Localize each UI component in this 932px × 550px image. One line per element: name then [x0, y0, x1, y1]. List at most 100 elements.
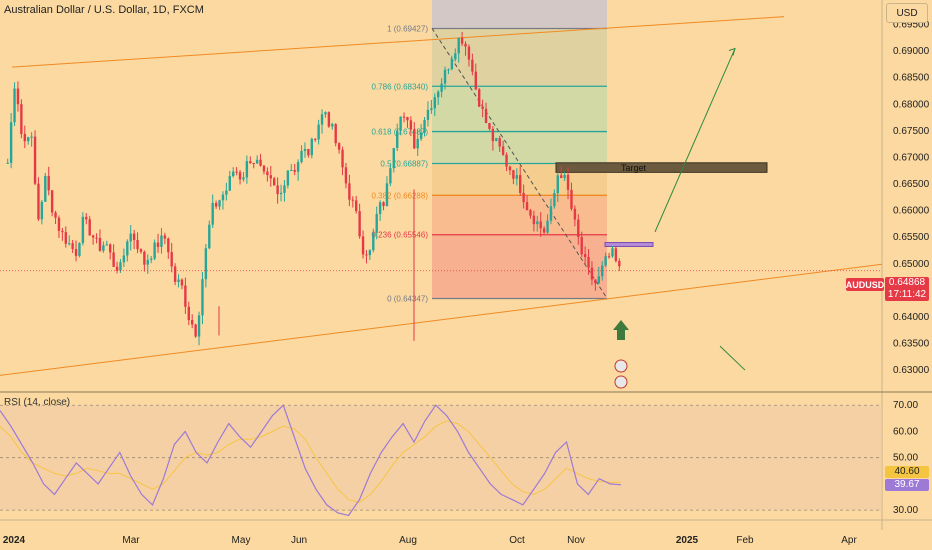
candle-body: [566, 174, 570, 190]
candle-body: [484, 108, 488, 124]
candle-body: [238, 172, 242, 180]
chart-title: Australian Dollar / U.S. Dollar, 1D, FXC…: [4, 4, 204, 16]
candle-body: [293, 169, 296, 172]
rsi-tick: 30.00: [893, 505, 918, 516]
candle-body: [57, 217, 61, 231]
candle-body: [225, 190, 228, 195]
candle-body: [501, 146, 505, 155]
candle-body: [78, 243, 81, 256]
candle-body: [50, 190, 54, 213]
candle-body: [242, 177, 245, 180]
candle-body: [447, 69, 450, 71]
fib-trend-line: [431, 28, 608, 299]
candle-body: [604, 256, 607, 266]
candle-body: [553, 193, 556, 207]
candle-body: [542, 228, 546, 233]
candle-body: [587, 257, 590, 268]
candle-body: [204, 248, 208, 280]
candle-body: [184, 285, 187, 307]
candle-body: [355, 200, 358, 212]
candle-body: [437, 91, 440, 98]
candle-body: [47, 175, 50, 191]
candle-body: [44, 175, 47, 202]
candle-body: [68, 243, 71, 245]
candle-body: [273, 178, 276, 186]
candle-body: [457, 37, 460, 54]
candle-body: [235, 171, 238, 173]
candle-body: [320, 114, 324, 125]
candle-body: [40, 201, 44, 220]
candle-body: [560, 175, 563, 179]
candle-body: [296, 162, 300, 172]
fib-label-0.236: 0.236 (0.65546): [372, 231, 429, 240]
candle-body: [590, 267, 594, 280]
countdown: 17:11:42: [887, 289, 927, 300]
candle-body: [64, 232, 67, 244]
candle-body: [115, 266, 119, 271]
candle-body: [467, 46, 471, 60]
fib-label-0: 0 (0.64347): [387, 294, 428, 303]
rsi-line: [0, 404, 622, 517]
candle-body: [508, 166, 512, 171]
candle-body: [228, 176, 231, 191]
candle-body: [327, 112, 331, 127]
candle-body: [269, 175, 272, 179]
candle-body: [286, 170, 290, 186]
time-tick: 2024: [3, 535, 26, 546]
candle-body: [488, 123, 491, 129]
time-tick: Oct: [509, 535, 525, 546]
fib-zone-top: [432, 0, 607, 29]
candle-body: [23, 133, 26, 142]
candle-body: [512, 170, 515, 179]
time-tick: 2025: [676, 535, 699, 546]
candle-body: [208, 224, 211, 249]
candle-body: [201, 279, 204, 316]
candle-body: [211, 202, 214, 225]
candle-body: [170, 252, 173, 267]
purple-range-box: [604, 242, 654, 248]
us-flag-icon: [614, 375, 628, 389]
candle-body: [61, 230, 64, 233]
currency-button[interactable]: USD: [886, 3, 928, 23]
candle-body: [478, 89, 481, 107]
fib-zone-5: [432, 234, 607, 299]
candle-body: [112, 252, 115, 267]
candle-body: [331, 124, 334, 127]
candle-body: [156, 242, 160, 247]
candle-body: [597, 276, 600, 284]
candle-body: [303, 149, 307, 152]
candle-body: [389, 168, 392, 184]
candle-body: [563, 174, 566, 179]
price-tick: 0.63500: [893, 338, 930, 349]
price-tick: 0.65000: [893, 259, 930, 270]
candle-body: [573, 208, 577, 220]
candle-body: [300, 151, 303, 163]
price-tick: 0.66500: [893, 179, 930, 190]
candle-body: [9, 122, 13, 163]
candle-body: [290, 169, 293, 171]
candle-body: [618, 260, 621, 267]
candle-body: [27, 137, 30, 142]
candle-body: [191, 320, 194, 325]
time-tick: Aug: [399, 535, 417, 546]
candle-body: [396, 130, 399, 148]
candle-body: [167, 238, 170, 253]
candle-body: [519, 175, 522, 193]
candle-body: [232, 171, 235, 177]
candle-body: [481, 106, 484, 109]
candle-body: [6, 162, 9, 164]
candle-body: [252, 163, 255, 165]
channel-upper-line: [11, 16, 785, 68]
candle-body: [194, 324, 197, 337]
candle-body: [81, 216, 85, 244]
candle-body: [522, 192, 525, 203]
fib-label-1: 1 (0.69427): [387, 24, 428, 33]
candle-body: [262, 165, 266, 172]
candle-body: [426, 109, 430, 120]
candle-body: [276, 185, 279, 195]
price-tick: 0.67000: [893, 152, 930, 163]
candle-body: [392, 147, 395, 169]
candle-body: [450, 59, 454, 70]
candle-body: [109, 244, 112, 253]
channel-lower-line: [0, 263, 883, 376]
